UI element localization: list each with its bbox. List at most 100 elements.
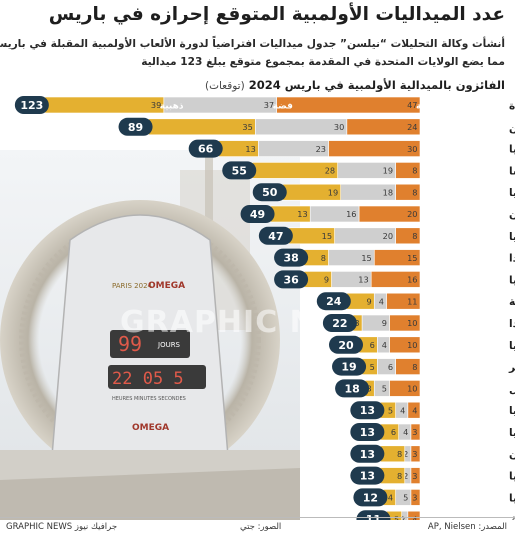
total-value-label: 66	[198, 143, 214, 156]
country-label: بريطانيا	[509, 144, 515, 156]
bronze-value-label: 15	[407, 253, 417, 263]
subtitle-line-1: أنشأت وكالة التحليلات “نيلسن” جدول ميدال…	[0, 38, 505, 50]
countdown-clock-photo: PARIS 2024 OMEGA 99 JOURS 22 05 5 HEURES…	[0, 150, 300, 520]
bronze-value-label: 47	[407, 100, 417, 110]
country-label: إيطاليا	[509, 231, 515, 243]
total-pill	[240, 205, 275, 223]
total-value-label: 22	[332, 317, 347, 330]
bronze-value-label: 8	[412, 362, 417, 372]
total-pill	[350, 466, 385, 485]
total-pill	[350, 423, 385, 441]
silver-value-label: 4	[400, 405, 405, 415]
svg-text:PARIS 2024: PARIS 2024	[112, 282, 153, 290]
total-value-label: 13	[360, 448, 375, 461]
total-pill	[14, 96, 49, 114]
gold-value-label: 19	[328, 187, 338, 197]
country-label: الولايات المتحدة	[509, 100, 515, 112]
gold-bar	[148, 118, 256, 136]
bronze-value-label: 10	[407, 340, 417, 350]
bronze-value-label: 3	[412, 427, 417, 437]
gold-value-label: 8	[321, 253, 326, 263]
svg-text:HEURES MINUTES SECONDES: HEURES MINUTES SECONDES	[112, 396, 186, 402]
photo-credit: الصور: جتي	[240, 522, 282, 532]
header: عدد الميداليات الأولمبية المتوقع إحرازه …	[0, 0, 515, 98]
gold-legend-label: ذهبية	[160, 102, 184, 112]
total-pill	[188, 139, 223, 158]
country-label: جورجيا	[509, 492, 515, 504]
total-pill	[350, 401, 385, 420]
country-label: كندا	[509, 318, 515, 330]
gold-value-label: 6	[370, 340, 375, 350]
total-pill	[274, 270, 309, 289]
bronze-value-label: 4	[412, 405, 417, 415]
silver-value-label: 37	[264, 100, 274, 110]
total-pill	[322, 314, 357, 332]
total-value-label: 47	[268, 230, 283, 243]
footer: المصدر: AP, Nielsen الصور: جتي GRAPHIC N…	[0, 517, 515, 538]
silver-value-label: 2	[403, 471, 408, 481]
silver-value-label: 6	[388, 362, 393, 372]
silver-value-label: 5	[403, 493, 408, 503]
total-pill	[274, 248, 309, 267]
silver-value-label: 4	[379, 296, 384, 306]
total-pill	[329, 335, 363, 354]
svg-text:JOURS: JOURS	[157, 341, 181, 349]
country-label: أوزبكستان	[509, 447, 515, 461]
total-value-label: 49	[250, 208, 265, 221]
total-value-label: 38	[283, 252, 298, 265]
gold-value-label: 35	[242, 122, 252, 132]
bronze-bar	[276, 96, 421, 114]
total-value-label: 11	[366, 513, 381, 520]
bronze-value-label: 30	[407, 144, 417, 154]
total-value-label: 36	[283, 273, 299, 286]
total-value-label: 13	[360, 470, 375, 483]
total-value-label: 13	[360, 404, 375, 417]
bronze-value-label: 10	[407, 384, 417, 394]
gold-value-label: 15	[322, 231, 332, 241]
country-label: أوكرانيا	[509, 469, 515, 483]
bronze-value-label: 16	[407, 275, 417, 285]
gold-value-label: 3	[354, 318, 359, 328]
silver-value-label: 13	[358, 275, 368, 285]
country-label: أثيوبيا	[509, 425, 515, 439]
page-title: عدد الميداليات الأولمبية المتوقع إحرازه …	[48, 4, 505, 25]
silver-value-label: 2	[403, 449, 408, 459]
total-value-label: 18	[344, 382, 359, 395]
country-label: كوريا الجنوبية	[509, 296, 515, 308]
silver-legend-label: فضة	[273, 102, 293, 112]
gold-value-label: 6	[391, 427, 396, 437]
total-value-label: 19	[341, 361, 356, 374]
total-value-label: 24	[326, 295, 342, 308]
bronze-value-label: 20	[407, 209, 417, 219]
total-pill	[350, 444, 385, 463]
gold-value-label: 13	[297, 209, 307, 219]
silver-value-label: 16	[346, 209, 356, 219]
svg-text:OMEGA: OMEGA	[148, 281, 185, 291]
bronze-value-label: 10	[407, 318, 417, 328]
silver-value-label: 23	[316, 144, 326, 154]
country-label: البرازيل	[509, 383, 515, 395]
silver-value-label: 4	[403, 427, 408, 437]
chart-title-note: (توقعات)	[204, 80, 245, 92]
total-value-label: 50	[262, 186, 278, 199]
total-pill	[258, 226, 293, 245]
silver-value-label: 19	[383, 166, 393, 176]
total-value-label: 12	[363, 491, 378, 504]
gold-value-label: 9	[324, 275, 329, 285]
total-value-label: 20	[338, 339, 354, 352]
total-value-label: 89	[128, 121, 143, 134]
brand-credit: GRAPHIC NEWS جرافيك نيوز	[6, 522, 118, 532]
gold-value-label: 5	[370, 362, 375, 372]
country-label: المجر	[508, 362, 515, 374]
gold-bar	[44, 96, 165, 114]
country-label: ألمانيا	[509, 272, 515, 286]
bronze-value-label: 3	[412, 471, 417, 481]
country-label: أستراليا	[509, 185, 515, 199]
total-pill	[252, 183, 287, 202]
svg-text:99: 99	[118, 332, 142, 356]
gold-value-label: 5	[388, 405, 393, 415]
bronze-value-label: 8	[412, 231, 417, 241]
total-pill	[316, 292, 351, 311]
silver-value-label: 18	[383, 187, 393, 197]
silver-value-label: 9	[382, 318, 387, 328]
